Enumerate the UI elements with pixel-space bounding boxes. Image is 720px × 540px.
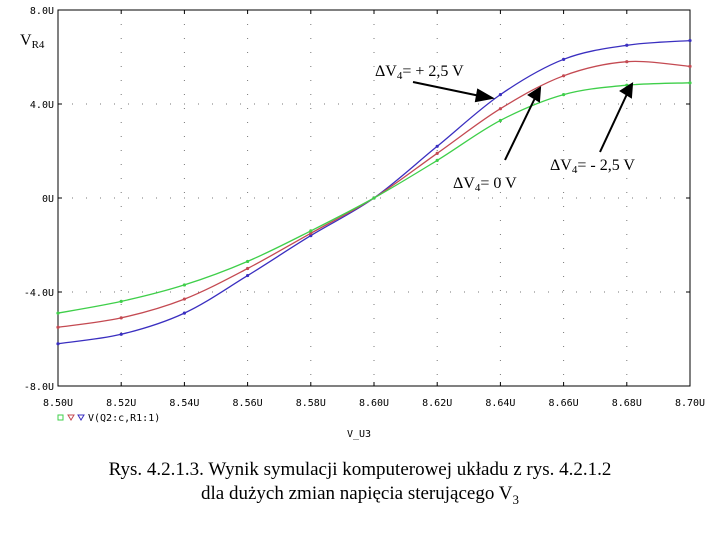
caption-line-1: Rys. 4.2.1.3. Wynik symulacji komputerow… [108,459,612,480]
x-tick-label: 8.70U [675,398,705,409]
arrow-plus-line [412,81,481,97]
chart: 8.50U 8.52U 8.54U 8.56U 8.58U 8.60U 8.62U 8.64U… [20,6,705,440]
legend-marker-green [57,414,64,421]
series-point-2 [562,93,566,97]
y-tick-label: -8.0U [24,382,54,393]
series-point-0 [562,57,566,61]
x-tick-label: 8.50U [43,398,73,409]
y-tick-label: 0U [42,194,54,205]
series-point-1 [309,231,313,235]
series-point-1 [435,151,439,155]
series-point-0 [182,311,186,315]
series-point-2 [372,196,376,200]
series-point-1 [182,297,186,301]
arrow-zero-head [527,86,542,103]
y-tick-labels: 8.0U 4.0U 0U -4.0U -8.0U [24,6,54,393]
annotation-arrows [412,81,634,161]
series-point-2 [309,229,313,233]
x-tick-label: 8.60U [359,398,389,409]
series-point-0 [119,332,123,336]
annotation-plus: ΔV4= + 2,5 V [375,63,464,82]
y-axis-label: VR4 [20,32,45,51]
series-point-2 [182,283,186,287]
series-point-1 [562,74,566,78]
legend: V(Q2:c,R1:1) [57,413,160,424]
caption-line-2: dla dużych zmian napięcia sterującego V3 [201,483,519,507]
series-point-0 [625,43,629,47]
y-tick-label: -4.0U [24,288,54,299]
x-tick-label: 8.66U [549,398,579,409]
series-point-2 [56,311,60,315]
series-line-1 [57,60,691,328]
legend-label: V(Q2:c,R1:1) [88,413,160,424]
y-tick-label: 8.0U [30,6,54,17]
annotation-minus: ΔV4= - 2,5 V [550,157,635,176]
series-point-2 [688,81,692,85]
series-point-0 [56,342,60,346]
arrow-minus-line [599,93,628,153]
legend-marker-blue [77,414,85,421]
x-tick-label: 8.64U [485,398,515,409]
series-point-2 [246,259,250,264]
arrow-minus-head [619,82,634,99]
x-tick-label: 8.52U [106,398,136,409]
x-tick-label: 8.68U [612,398,642,409]
arrow-zero-line [504,97,536,161]
legend-marker-red [67,414,75,421]
series-point-1 [625,60,629,64]
series-point-0 [498,93,502,97]
x-tick-label: 8.58U [296,398,326,409]
x-tick-label: 8.54U [169,398,199,409]
series-point-0 [435,144,439,148]
y-tick-label: 4.0U [30,100,54,111]
annotation-zero: ΔV4= 0 V [453,175,517,194]
series-point-1 [119,316,123,320]
tick-marks [57,9,691,387]
arrow-plus-head [474,88,495,103]
series-point-1 [498,107,502,111]
series-point-1 [688,64,692,68]
x-axis-label: V_U3 [347,429,371,440]
series-group [56,38,692,346]
series-point-0 [246,273,250,278]
series-point-2 [498,118,502,123]
x-tick-labels: 8.50U 8.52U 8.54U 8.56U 8.58U 8.60U 8.62U 8.64U… [43,398,705,409]
series-point-2 [435,158,439,162]
x-tick-label: 8.62U [422,398,452,409]
x-tick-label: 8.56U [233,398,263,409]
figure-caption: Rys. 4.2.1.3. Wynik symulacji komputerow… [0,458,720,512]
series-point-1 [56,325,60,329]
series-point-0 [309,234,313,238]
series-point-2 [119,299,123,303]
series-point-0 [688,38,692,43]
series-point-1 [246,266,250,271]
